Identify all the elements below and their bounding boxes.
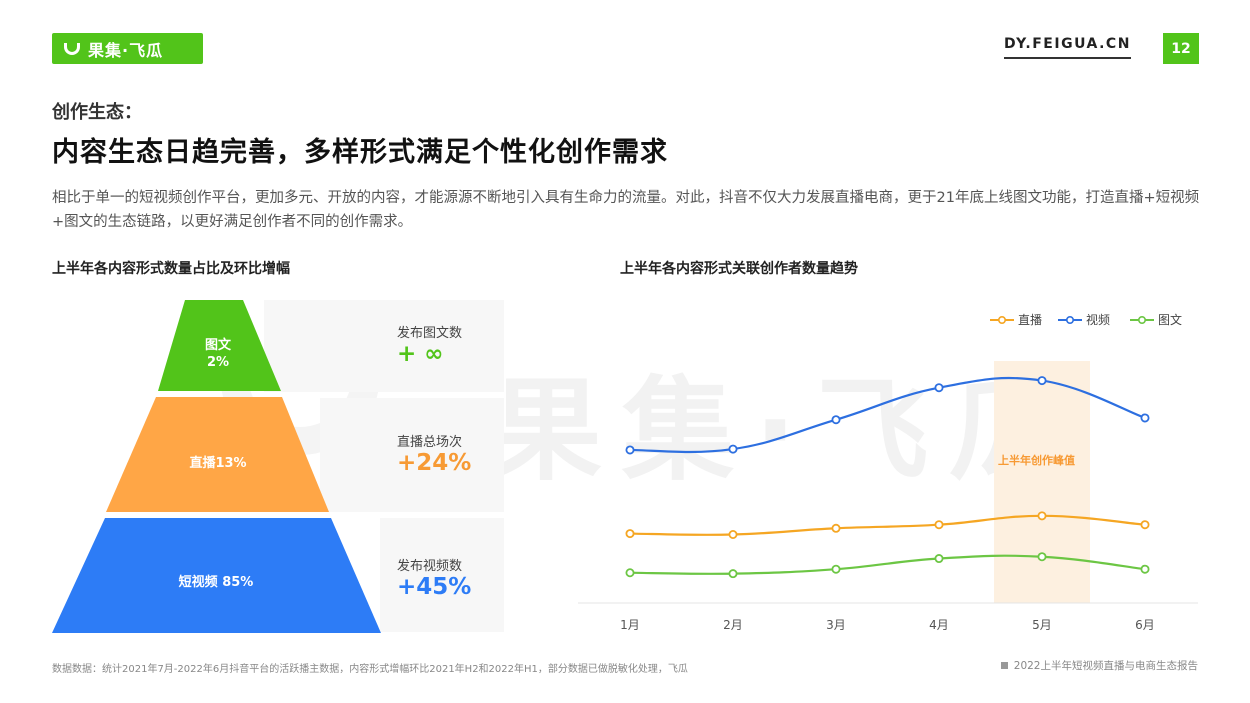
x-tick-label: 3月: [826, 618, 846, 632]
series-line-2: [629, 376, 1146, 454]
data-point: [1037, 376, 1047, 386]
brand-name: 果集·飞瓜: [88, 40, 164, 60]
pyramid-label-image-text: 图文 2%: [188, 337, 248, 371]
legend-marker: [997, 315, 1006, 324]
watermark-text: 果集·飞瓜: [490, 366, 1081, 496]
data-point: [1140, 564, 1150, 574]
data-point: [625, 445, 635, 455]
report-title-text: 2022上半年短视频直播与电商生态报告: [1013, 660, 1198, 672]
data-point: [1037, 511, 1047, 521]
legend-label: 图文: [1158, 312, 1182, 327]
stat-label-image-text: 发布图文数: [397, 326, 463, 341]
page-title: 内容生态日趋完善，多样形式满足个性化创作需求: [52, 137, 668, 168]
stat-bg-video: [380, 518, 504, 632]
line-chart: 上半年创作峰值 1月 2月 3月 4月 5月 6月 直播 视频 图文: [578, 312, 1198, 632]
peak-highlight-band: [994, 361, 1090, 603]
data-point: [728, 569, 738, 579]
data-point: [831, 415, 841, 425]
data-point: [625, 568, 635, 578]
data-point: [1140, 520, 1150, 530]
x-tick-label: 1月: [620, 618, 640, 632]
x-tick-label: 5月: [1032, 618, 1052, 632]
data-point: [728, 529, 738, 539]
legend-label: 视频: [1086, 312, 1110, 327]
pyramid-label-image-text-line2: 2%: [206, 355, 230, 370]
stat-bg-live: [320, 398, 504, 512]
pyramid-segment-live: [106, 397, 329, 512]
stat-label-video: 发布视频数: [397, 559, 463, 574]
data-point: [934, 554, 944, 564]
stat-value-live: +24%: [397, 450, 472, 476]
x-tick-label: 2月: [723, 618, 743, 632]
source-note: 数据数据：统计2021年7月-2022年6月抖音平台的活跃播主数据，内容形式增幅…: [52, 664, 688, 675]
footer-square-icon: [1000, 662, 1008, 669]
pyramid-segment-image-text: [158, 300, 281, 391]
data-point: [728, 444, 738, 454]
intro-paragraph: 相比于单一的短视频创作平台，更加多元、开放的内容，才能源源不断地引入具有生命力的…: [52, 190, 1200, 230]
x-tick-label: 4月: [929, 618, 949, 632]
stat-label-live: 直播总场次: [397, 435, 463, 450]
data-point: [934, 520, 944, 530]
brand-mark-icon: [64, 42, 80, 55]
pyramid-label-live: 直播13%: [189, 456, 247, 471]
right-chart-title: 上半年各内容形式关联创作者数量趋势: [620, 261, 858, 277]
left-chart-title: 上半年各内容形式数量占比及环比增幅: [52, 261, 290, 277]
section-kicker: 创作生态：: [52, 102, 142, 123]
pyramid-segment-video: [52, 518, 381, 633]
data-point: [831, 564, 841, 574]
series-line-1: [629, 514, 1146, 536]
pyramid-label-video: 短视频 85%: [178, 575, 254, 590]
report-title: 2022上半年短视频直播与电商生态报告: [1000, 658, 1198, 673]
legend-marker: [1137, 315, 1146, 324]
data-point: [625, 529, 635, 539]
legend-marker: [1065, 315, 1074, 324]
brand-logo: 果集·飞瓜: [52, 33, 203, 64]
data-point: [934, 383, 944, 393]
page-number: 12: [1163, 33, 1199, 64]
legend-label: 直播: [1018, 313, 1042, 327]
stat-value-image-text: + ∞: [397, 341, 444, 367]
pyramid-label-image-text-line1: 图文: [204, 338, 231, 353]
data-point: [1140, 413, 1150, 423]
data-point: [1037, 552, 1047, 562]
stat-value-video: +45%: [397, 574, 472, 600]
site-url[interactable]: DY.FEIGUA.CN: [1004, 36, 1131, 59]
data-point: [831, 523, 841, 533]
stat-bg-image-text: [264, 300, 504, 392]
series-line-3: [629, 554, 1146, 575]
peak-highlight-label: 上半年创作峰值: [998, 453, 1075, 467]
x-tick-label: 6月: [1135, 618, 1155, 632]
